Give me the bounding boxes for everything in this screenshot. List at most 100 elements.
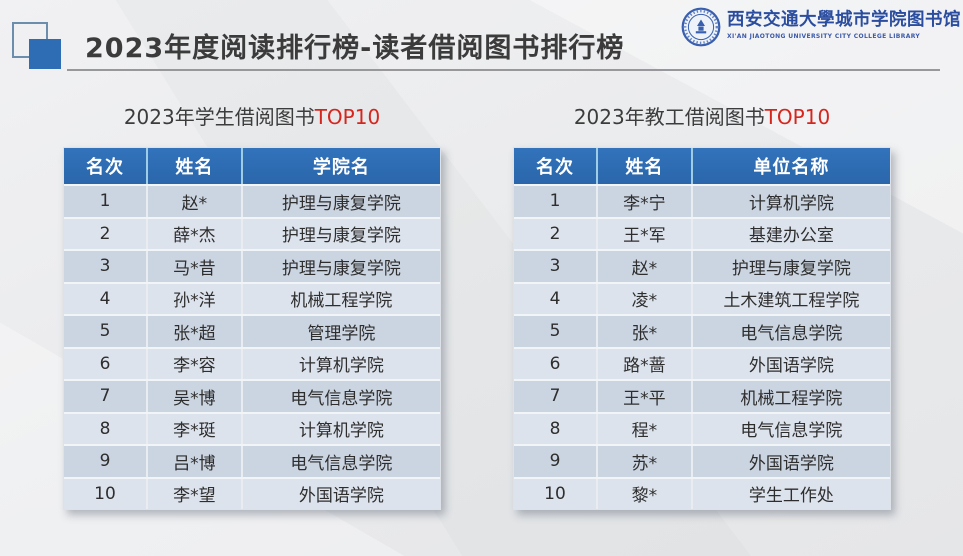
table-cell-rank: 6 [99,353,111,374]
table-cell-rank: 8 [549,418,561,439]
table-cell-org: 基建办公室 [690,218,890,249]
header-divider [67,69,940,71]
table-row: 4 凌* 土木建筑工程学院 [514,281,890,314]
logo-name-english: XI'AN JIAOTONG UNIVERSITY CITY COLLEGE L… [727,33,921,40]
table-cell-name: 黎* [595,478,691,509]
table-row: 10 李*望 外国语学院 [64,476,440,509]
table-cell-rank: 1 [549,191,561,212]
table-cell-rank: 1 [99,191,111,212]
table-cell-org: 电气信息学院 [240,381,440,412]
table-row: 8 程* 电气信息学院 [514,411,890,444]
table-cell-name: 王*军 [595,218,691,249]
table-cell-rank: 4 [549,288,561,309]
table-row: 2 薛*杰 护理与康复学院 [64,216,440,249]
table-row: 3 赵* 护理与康复学院 [514,249,890,282]
table-row: 4 孙*洋 机械工程学院 [64,281,440,314]
table-row: 6 李*容 计算机学院 [64,346,440,379]
staff-table-body: 1 李*宁 计算机学院 2 王*军 基建办公室 3 赵* 护理与康复学院 4 凌* 土木建筑工程学院 5… [514,184,890,509]
table-cell-name: 薛*杰 [145,218,241,249]
table-row: 5 张*超 管理学院 [64,314,440,347]
table-row: 10 黎* 学生工作处 [514,476,890,509]
table-cell-org: 护理与康复学院 [240,251,440,282]
table-row: 6 路*蔷 外国语学院 [514,346,890,379]
logo-text: 西安交通大學城市学院图书馆 XI'AN JIAOTONG UNIVERSITY … [727,7,963,45]
table-cell-org: 机械工程学院 [240,283,440,314]
table-row: 7 吴*博 电气信息学院 [64,379,440,412]
university-emblem-icon [681,7,721,47]
table-cell-org: 电气信息学院 [690,316,890,347]
table-cell-name: 李*望 [145,478,241,509]
student-section-title: 2023年学生借阅图书TOP10 [63,101,441,130]
table-cell-org: 计算机学院 [240,413,440,444]
column-header-unit: 单位名称 [690,148,890,184]
table-cell-name: 王*平 [595,381,691,412]
table-cell-org: 护理与康复学院 [240,186,440,217]
table-cell-rank: 6 [549,353,561,374]
table-cell-org: 学生工作处 [690,478,890,509]
table-cell-name: 程* [595,413,691,444]
table-row: 2 王*军 基建办公室 [514,216,890,249]
student-ranking-table: 名次 姓名 学院名 1 赵* 护理与康复学院 2 薛*杰 护理与康复学院 3 马*昔 护理与康复… [63,147,441,510]
table-cell-org: 计算机学院 [690,186,890,217]
column-header-rank: 名次 [535,157,574,178]
staff-ranking-table: 名次 姓名 单位名称 1 李*宁 计算机学院 2 王*军 基建办公室 3 赵* 护理与康复学院 4… [513,147,891,510]
table-cell-rank: 10 [94,483,116,504]
table-row: 3 马*昔 护理与康复学院 [64,249,440,282]
table-cell-rank: 7 [99,386,111,407]
table-cell-name: 孙*洋 [145,283,241,314]
table-cell-rank: 10 [544,483,566,504]
logo-name-chinese: 西安交通大學城市学院图书馆 [727,10,961,30]
table-cell-name: 路*蔷 [595,348,691,379]
table-row: 9 苏* 外国语学院 [514,444,890,477]
table-row: 8 李*珽 计算机学院 [64,411,440,444]
table-cell-rank: 4 [99,288,111,309]
table-cell-name: 李*珽 [145,413,241,444]
staff-section-title: 2023年教工借阅图书TOP10 [513,101,891,130]
table-row: 1 赵* 护理与康复学院 [64,184,440,217]
table-cell-rank: 9 [99,451,111,472]
table-cell-org: 电气信息学院 [690,413,890,444]
table-cell-rank: 5 [99,321,111,342]
table-cell-name: 张* [595,316,691,347]
table-cell-rank: 8 [99,418,111,439]
student-table-header-row: 名次 姓名 学院名 [64,148,440,184]
table-cell-name: 李*宁 [595,186,691,217]
student-top10-label: TOP10 [314,105,381,129]
table-cell-org: 电气信息学院 [240,446,440,477]
square-solid-icon [29,39,61,69]
table-cell-org: 外国语学院 [690,348,890,379]
table-cell-rank: 5 [549,321,561,342]
staff-top10-label: TOP10 [764,105,831,129]
table-cell-name: 凌* [595,283,691,314]
student-table-body: 1 赵* 护理与康复学院 2 薛*杰 护理与康复学院 3 马*昔 护理与康复学院 4 孙*洋 机械工程… [64,184,440,509]
table-cell-name: 赵* [145,186,241,217]
table-cell-org: 护理与康复学院 [690,251,890,282]
table-cell-name: 张*超 [145,316,241,347]
table-cell-name: 吴*博 [145,381,241,412]
table-cell-name: 李*容 [145,348,241,379]
table-cell-name: 苏* [595,446,691,477]
student-section-title-text: 2023年学生借阅图书 [123,105,315,129]
table-cell-org: 土木建筑工程学院 [690,283,890,314]
column-header-college: 学院名 [240,148,440,184]
table-cell-org: 护理与康复学院 [240,218,440,249]
column-header-name: 姓名 [145,148,241,184]
table-cell-name: 马*昔 [145,251,241,282]
table-cell-rank: 3 [549,256,561,277]
column-header-rank: 名次 [85,157,124,178]
table-cell-name: 吕*博 [145,446,241,477]
table-cell-org: 管理学院 [240,316,440,347]
table-row: 9 吕*博 电气信息学院 [64,444,440,477]
staff-table-header-row: 名次 姓名 单位名称 [514,148,890,184]
table-row: 7 王*平 机械工程学院 [514,379,890,412]
column-header-name: 姓名 [595,148,691,184]
table-row: 1 李*宁 计算机学院 [514,184,890,217]
table-cell-rank: 2 [99,223,111,244]
staff-section-title-text: 2023年教工借阅图书 [573,105,765,129]
table-cell-org: 计算机学院 [240,348,440,379]
table-cell-rank: 9 [549,451,561,472]
page-title: 2023年度阅读排行榜-读者借阅图书排行榜 [85,33,625,64]
table-cell-rank: 2 [549,223,561,244]
table-cell-org: 外国语学院 [690,446,890,477]
